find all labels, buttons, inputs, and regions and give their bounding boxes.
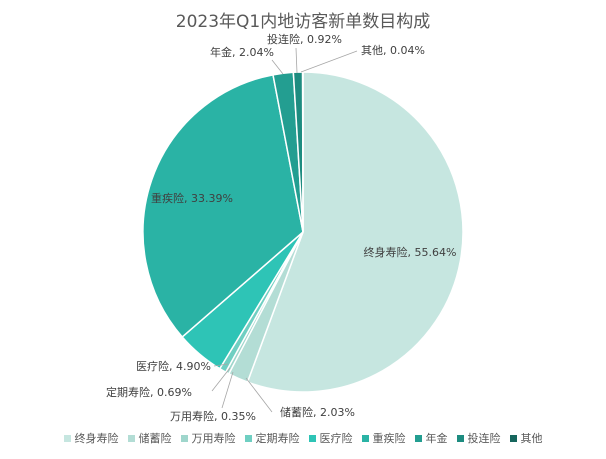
data-label-8: 其他, 0.04%	[361, 44, 425, 57]
legend-label-6: 年金	[425, 432, 448, 445]
legend-swatch-7	[456, 434, 464, 442]
data-label-5: 重疾险, 33.39%	[151, 191, 233, 205]
data-label-1: 储蓄险, 2.03%	[280, 405, 355, 419]
legend-item-6: 年金	[414, 430, 448, 446]
leader-line-3	[211, 367, 231, 392]
legend-label-3: 定期寿险	[255, 432, 300, 445]
legend-label-1: 储蓄险	[138, 432, 172, 445]
legend-swatch-3	[244, 434, 252, 442]
data-label-6: 年金, 2.04%	[210, 45, 274, 59]
legend-swatch-6	[414, 434, 422, 442]
legend-item-3: 定期寿险	[244, 430, 300, 446]
legend-item-4: 医疗险	[308, 430, 353, 446]
data-label-0: 终身寿险, 55.64%	[364, 245, 457, 259]
legend-swatch-8	[509, 434, 517, 442]
leader-line-8	[300, 50, 358, 73]
pie-slice-0	[246, 71, 464, 393]
legend-item-1: 储蓄险	[127, 430, 172, 446]
legend-item-8: 其他	[509, 430, 543, 446]
legend-item-7: 投连险	[456, 430, 501, 446]
legend-swatch-0	[63, 434, 71, 442]
pie-slice-5	[142, 73, 304, 339]
legend-swatch-5	[361, 434, 369, 442]
leader-line-6	[271, 59, 284, 75]
legend-item-5: 重疾险	[361, 430, 406, 446]
leader-line-4	[213, 363, 229, 367]
legend-label-8: 其他	[520, 432, 543, 445]
legend-label-0: 终身寿险	[74, 432, 119, 445]
legend-item-2: 万用寿险	[180, 430, 236, 446]
legend-label-5: 重疾险	[372, 432, 406, 445]
data-label-7: 投连险, 0.92%	[267, 32, 342, 46]
leader-line-1	[245, 377, 273, 413]
legend-swatch-1	[127, 434, 135, 442]
legend-label-7: 投连险	[467, 432, 501, 445]
data-label-4: 医疗险, 4.90%	[136, 359, 211, 373]
leader-line-2	[221, 371, 234, 409]
data-label-2: 万用寿险, 0.35%	[170, 409, 256, 423]
legend-swatch-4	[308, 434, 316, 442]
legend-label-2: 万用寿险	[191, 432, 236, 445]
chart-title: 2023年Q1内地访客新单数目构成	[175, 12, 431, 32]
legend-label-4: 医疗险	[319, 432, 353, 445]
data-label-3: 定期寿险, 0.69%	[106, 385, 192, 399]
leader-line-7	[295, 47, 298, 74]
legend-swatch-2	[180, 434, 188, 442]
legend: 终身寿险 储蓄险 万用寿险 定期寿险 医疗险 重疾险 年金 投连险 其他	[0, 430, 606, 446]
legend-item-0: 终身寿险	[63, 430, 119, 446]
